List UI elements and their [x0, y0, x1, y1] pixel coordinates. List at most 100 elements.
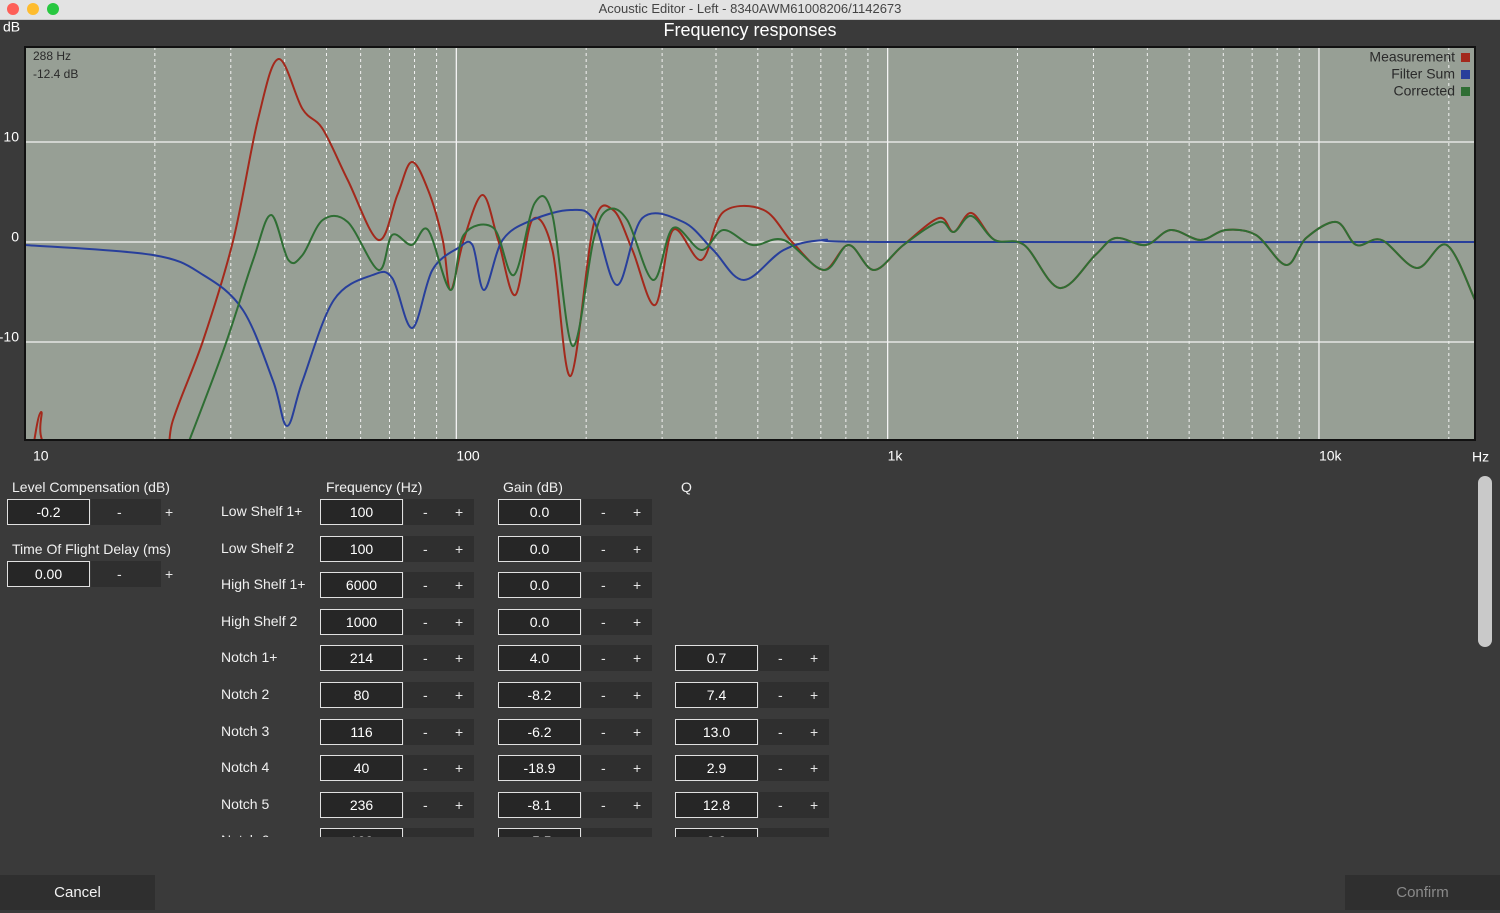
increment-button[interactable]: +: [633, 687, 642, 703]
increment-button[interactable]: +: [633, 828, 641, 837]
increment-button[interactable]: +: [455, 650, 464, 667]
text-input[interactable]: 2.9: [675, 755, 758, 782]
close-button[interactable]: [7, 3, 19, 15]
increment-button[interactable]: +: [810, 650, 819, 667]
decrement-button[interactable]: -: [423, 650, 428, 667]
decrement-button[interactable]: -: [423, 723, 428, 740]
decrement-button[interactable]: -: [117, 504, 122, 520]
filter-name: Notch 2: [221, 686, 270, 702]
text-input[interactable]: 100: [320, 499, 403, 525]
decrement-button[interactable]: -: [423, 577, 428, 594]
decrement-button[interactable]: -: [423, 504, 428, 520]
scrollbar[interactable]: [1478, 476, 1492, 647]
text-input[interactable]: 100: [320, 828, 403, 837]
increment-button[interactable]: +: [455, 760, 464, 777]
increment-button[interactable]: +: [633, 504, 642, 520]
text-input[interactable]: 4.0: [498, 645, 581, 672]
decrement-button[interactable]: -: [423, 687, 428, 703]
text-input[interactable]: 0.7: [675, 645, 758, 672]
increment-button[interactable]: +: [810, 687, 819, 703]
text-input[interactable]: 236: [320, 791, 403, 818]
text-input[interactable]: -8.1: [498, 791, 581, 818]
text-input[interactable]: 0.0: [498, 572, 581, 599]
decrement-button[interactable]: -: [601, 650, 606, 667]
increment-button[interactable]: +: [455, 687, 464, 703]
decrement-button[interactable]: -: [423, 540, 428, 557]
text-input[interactable]: 0.0: [498, 499, 581, 525]
cancel-button[interactable]: Cancel: [0, 875, 155, 910]
decrement-button[interactable]: -: [778, 650, 783, 667]
series-line: [188, 195, 1475, 440]
decrement-button[interactable]: -: [778, 760, 783, 777]
increment-button[interactable]: +: [810, 796, 819, 813]
text-input[interactable]: 12.8: [675, 791, 758, 818]
confirm-button[interactable]: Confirm: [1345, 875, 1500, 910]
legend-label: Corrected: [1394, 83, 1455, 99]
text-input[interactable]: 6000: [320, 572, 403, 599]
text-input[interactable]: 7.4: [675, 682, 758, 708]
decrement-button[interactable]: -: [778, 687, 783, 703]
increment-button[interactable]: +: [633, 723, 642, 740]
increment-button[interactable]: +: [455, 577, 464, 594]
text-input[interactable]: 214: [320, 645, 403, 672]
decrement-button[interactable]: -: [601, 723, 606, 740]
increment-button[interactable]: +: [633, 577, 642, 594]
decrement-button[interactable]: -: [117, 566, 122, 582]
stepper: -+: [404, 645, 474, 672]
stepper: -+: [582, 608, 652, 635]
increment-button[interactable]: +: [455, 504, 464, 520]
text-input[interactable]: 0.0: [498, 608, 581, 635]
text-input[interactable]: 80: [320, 682, 403, 708]
text-input[interactable]: 1000: [320, 608, 403, 635]
increment-button[interactable]: +: [633, 613, 642, 630]
decrement-button[interactable]: -: [423, 613, 428, 630]
increment-button[interactable]: +: [810, 760, 819, 777]
text-input[interactable]: 100: [320, 535, 403, 562]
decrement-button[interactable]: -: [601, 613, 606, 630]
decrement-button[interactable]: -: [601, 687, 606, 703]
stepper: -+: [759, 645, 829, 672]
increment-button[interactable]: +: [810, 828, 818, 837]
increment-button[interactable]: +: [165, 566, 174, 582]
decrement-button[interactable]: -: [423, 760, 428, 777]
increment-button[interactable]: +: [165, 504, 174, 520]
increment-button[interactable]: +: [810, 723, 819, 740]
decrement-button[interactable]: -: [601, 796, 606, 813]
text-input[interactable]: -0.2: [7, 499, 90, 525]
text-input[interactable]: 0.00: [7, 561, 90, 587]
text-input[interactable]: 3.0: [675, 828, 758, 837]
text-input[interactable]: -8.2: [498, 682, 581, 708]
decrement-button[interactable]: -: [601, 828, 606, 837]
text-input[interactable]: 13.0: [675, 718, 758, 745]
decrement-button[interactable]: -: [778, 828, 783, 837]
increment-button[interactable]: +: [633, 540, 642, 557]
decrement-button[interactable]: -: [601, 540, 606, 557]
increment-button[interactable]: +: [455, 828, 463, 837]
stepper: -+: [582, 682, 652, 708]
increment-button[interactable]: +: [455, 613, 464, 630]
decrement-button[interactable]: -: [601, 577, 606, 594]
decrement-button[interactable]: -: [601, 760, 606, 777]
zoom-button[interactable]: [47, 3, 59, 15]
increment-button[interactable]: +: [455, 723, 464, 740]
stepper: -+: [582, 572, 652, 599]
minimize-button[interactable]: [27, 3, 39, 15]
increment-button[interactable]: +: [633, 796, 642, 813]
increment-button[interactable]: +: [455, 796, 464, 813]
decrement-button[interactable]: -: [601, 504, 606, 520]
increment-button[interactable]: +: [455, 540, 464, 557]
text-input[interactable]: 116: [320, 718, 403, 745]
text-input[interactable]: -18.9: [498, 755, 581, 782]
decrement-button[interactable]: -: [423, 828, 428, 837]
decrement-button[interactable]: -: [778, 796, 783, 813]
decrement-button[interactable]: -: [423, 796, 428, 813]
text-input[interactable]: 0.0: [498, 535, 581, 562]
decrement-button[interactable]: -: [778, 723, 783, 740]
text-input[interactable]: -5.5: [498, 828, 581, 837]
filter-name: Low Shelf 2: [221, 539, 295, 556]
increment-button[interactable]: +: [633, 650, 642, 667]
text-input[interactable]: 40: [320, 755, 403, 782]
increment-button[interactable]: +: [633, 760, 642, 777]
text-input[interactable]: -6.2: [498, 718, 581, 745]
stepper: -+: [759, 755, 829, 782]
